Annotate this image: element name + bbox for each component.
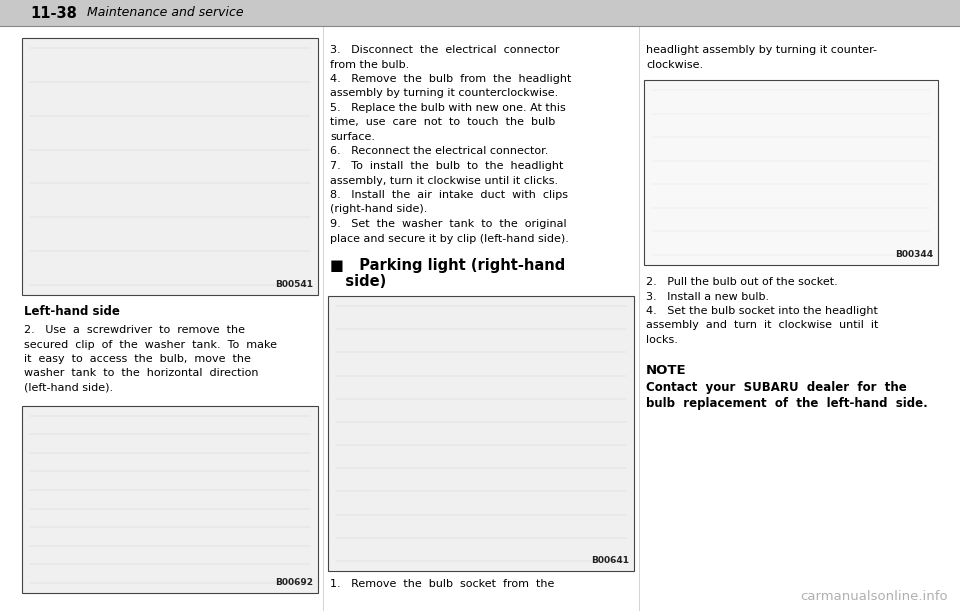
Text: carmanualsonline.info: carmanualsonline.info (801, 590, 948, 603)
Text: B00541: B00541 (275, 280, 313, 289)
Text: (left-hand side).: (left-hand side). (24, 383, 113, 393)
Text: place and secure it by clip (left-hand side).: place and secure it by clip (left-hand s… (330, 233, 569, 244)
Text: bulb  replacement  of  the  left-hand  side.: bulb replacement of the left-hand side. (646, 397, 927, 409)
Text: B00344: B00344 (895, 250, 933, 259)
Text: NOTE: NOTE (646, 364, 686, 376)
Text: 7.   To  install  the  bulb  to  the  headlight: 7. To install the bulb to the headlight (330, 161, 564, 171)
Text: 9.   Set  the  washer  tank  to  the  original: 9. Set the washer tank to the original (330, 219, 566, 229)
Text: ■   Parking light (right-hand: ■ Parking light (right-hand (330, 258, 565, 273)
Text: 4.   Set the bulb socket into the headlight: 4. Set the bulb socket into the headligh… (646, 306, 877, 316)
Text: time,  use  care  not  to  touch  the  bulb: time, use care not to touch the bulb (330, 117, 555, 128)
Text: Left-hand side: Left-hand side (24, 305, 120, 318)
Text: (right-hand side).: (right-hand side). (330, 205, 427, 214)
Text: assembly  and  turn  it  clockwise  until  it: assembly and turn it clockwise until it (646, 321, 878, 331)
Text: 8.   Install  the  air  intake  duct  with  clips: 8. Install the air intake duct with clip… (330, 190, 568, 200)
Text: 11-38: 11-38 (30, 5, 77, 21)
Text: 5.   Replace the bulb with new one. At this: 5. Replace the bulb with new one. At thi… (330, 103, 565, 113)
Text: 3.   Disconnect  the  electrical  connector: 3. Disconnect the electrical connector (330, 45, 560, 55)
Text: surface.: surface. (330, 132, 375, 142)
Text: B00641: B00641 (591, 556, 629, 565)
Text: washer  tank  to  the  horizontal  direction: washer tank to the horizontal direction (24, 368, 258, 378)
Bar (22, 38, 318, 295)
Text: B00692: B00692 (275, 578, 313, 587)
Text: locks.: locks. (646, 335, 678, 345)
Text: clockwise.: clockwise. (646, 59, 703, 70)
Text: 2.   Pull the bulb out of the socket.: 2. Pull the bulb out of the socket. (646, 277, 838, 287)
Text: 3.   Install a new bulb.: 3. Install a new bulb. (646, 291, 769, 301)
Bar (328, 296, 634, 571)
Text: headlight assembly by turning it counter-: headlight assembly by turning it counter… (646, 45, 877, 55)
Text: assembly by turning it counterclockwise.: assembly by turning it counterclockwise. (330, 89, 559, 98)
Text: it  easy  to  access  the  bulb,  move  the: it easy to access the bulb, move the (24, 354, 251, 364)
Text: 6.   Reconnect the electrical connector.: 6. Reconnect the electrical connector. (330, 147, 548, 156)
Text: assembly, turn it clockwise until it clicks.: assembly, turn it clockwise until it cli… (330, 175, 558, 186)
Bar (22, 406, 318, 593)
Text: side): side) (330, 274, 386, 289)
Bar (644, 80, 938, 265)
Text: 1.   Remove  the  bulb  socket  from  the: 1. Remove the bulb socket from the (330, 579, 554, 589)
Text: Maintenance and service: Maintenance and service (87, 7, 244, 20)
Text: secured  clip  of  the  washer  tank.  To  make: secured clip of the washer tank. To make (24, 340, 277, 349)
Text: 4.   Remove  the  bulb  from  the  headlight: 4. Remove the bulb from the headlight (330, 74, 571, 84)
Text: 2.   Use  a  screwdriver  to  remove  the: 2. Use a screwdriver to remove the (24, 325, 245, 335)
Text: from the bulb.: from the bulb. (330, 59, 409, 70)
Bar (0, 0, 960, 26)
Text: Contact  your  SUBARU  dealer  for  the: Contact your SUBARU dealer for the (646, 381, 907, 395)
